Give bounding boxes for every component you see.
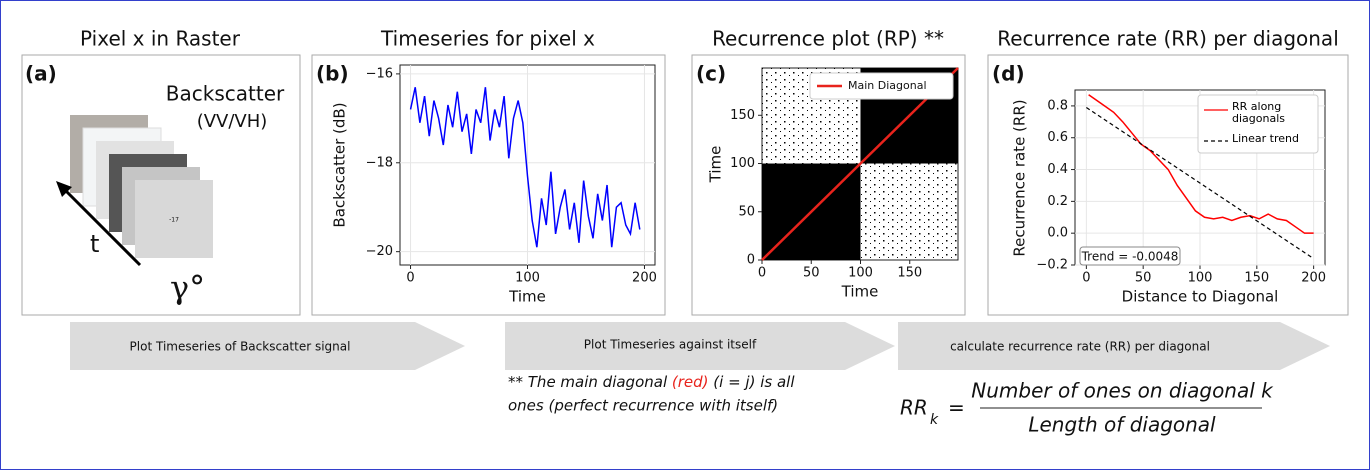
x-tick-label: 150 <box>1244 271 1269 286</box>
step-arrow <box>70 322 465 370</box>
annotation-box <box>1079 246 1181 266</box>
annotation: Trend = -0.0048 <box>1081 250 1179 264</box>
formula-equals: = <box>948 396 965 420</box>
panel-box <box>987 54 1349 316</box>
y-tick-label: −0.2 <box>1036 258 1068 273</box>
raster-stack <box>56 115 213 267</box>
note-text: ** The main diagonal <box>508 373 672 391</box>
panel-label: (c) <box>696 62 726 86</box>
header: Recurrence rate (RR) per diagonal <box>997 27 1339 51</box>
step-label: calculate recurrence rate (RR) per diago… <box>950 340 1210 354</box>
y-tick-label: 50 <box>738 204 755 219</box>
y-tick-label: 100 <box>730 156 755 171</box>
y-tick-label: 0.0 <box>1047 226 1068 241</box>
y-tick-label: 0.8 <box>1047 98 1068 113</box>
series-line <box>409 87 641 248</box>
step-label: Plot Timeseries of Backscatter signal <box>130 340 351 354</box>
x-tick-label: 50 <box>1135 271 1152 286</box>
y-tick-label: −20 <box>366 244 393 259</box>
panel-label: (a) <box>25 62 57 86</box>
formula-denominator: Length of diagonal <box>1028 413 1216 437</box>
note: ones (perfect recurrence with itself) <box>508 397 778 415</box>
panel-box <box>691 54 966 316</box>
series-line <box>1088 94 1314 234</box>
x-axis-label: Distance to Diagonal <box>1122 288 1279 306</box>
y-tick-label: −16 <box>366 66 393 81</box>
diagonal-line <box>761 67 959 261</box>
x-tick-label: 100 <box>1188 271 1213 286</box>
x-tick-label: 200 <box>632 271 657 286</box>
panel-label: (d) <box>992 62 1025 86</box>
header: Timeseries for pixel x <box>380 27 595 51</box>
y-tick-label: 150 <box>730 108 755 123</box>
raster-label: Backscatter <box>166 82 285 106</box>
y-axis-label: Backscatter (dB) <box>331 102 349 227</box>
sparse-block <box>860 163 958 260</box>
x-tick-label: 100 <box>848 266 873 281</box>
y-axis-label: Time <box>707 146 725 184</box>
legend <box>809 72 954 100</box>
y-tick-label: 0.4 <box>1047 162 1068 177</box>
formula-numerator: Number of ones on diagonal k <box>971 379 1274 403</box>
header: Recurrence plot (RP) ** <box>712 27 944 51</box>
angle-label: γ° <box>170 269 205 307</box>
x-tick-label: 200 <box>1301 271 1326 286</box>
panel-box <box>311 54 666 316</box>
time-axis-label: t <box>90 230 99 258</box>
series-line <box>1086 107 1314 260</box>
step-label: Plot Timeseries against itself <box>584 338 757 352</box>
x-tick-label: 0 <box>406 271 414 286</box>
note: ** The main diagonal (red) (i = j) is al… <box>508 373 795 391</box>
x-axis-label: Time <box>841 283 879 301</box>
formula-subscript: k <box>930 412 939 428</box>
header: Pixel x in Raster <box>80 27 241 51</box>
y-tick-label: 0 <box>747 253 755 268</box>
y-axis-label: Recurrence rate (RR) <box>1011 99 1029 256</box>
step-arrow <box>505 322 895 370</box>
panel-label: (b) <box>316 62 349 86</box>
legend-label: Linear trend <box>1232 133 1299 145</box>
x-tick-label: 50 <box>803 266 820 281</box>
pixel-value: -17 <box>169 217 179 224</box>
panel-box <box>21 54 301 316</box>
formula-lhs: RR <box>900 396 928 420</box>
x-tick-label: 0 <box>758 266 766 281</box>
note-red: (red) <box>672 373 709 391</box>
note-text: (i = j) is all <box>709 373 796 391</box>
legend-label: RR along diagonals <box>1232 101 1285 125</box>
step-arrow <box>898 322 1330 370</box>
x-tick-label: 0 <box>1082 271 1090 286</box>
legend-label: Main Diagonal <box>848 79 927 92</box>
y-tick-label: −18 <box>366 155 393 170</box>
legend-entry: Linear trend <box>1232 133 1299 145</box>
x-axis-label: Time <box>508 288 546 306</box>
x-tick-label: 100 <box>515 271 540 286</box>
legend-entry: RR along diagonals <box>1232 101 1285 125</box>
x-tick-label: 150 <box>897 266 922 281</box>
raster-sublabel: (VV/VH) <box>197 111 268 132</box>
y-tick-label: 0.2 <box>1047 194 1068 209</box>
y-tick-label: 0.6 <box>1047 130 1068 145</box>
